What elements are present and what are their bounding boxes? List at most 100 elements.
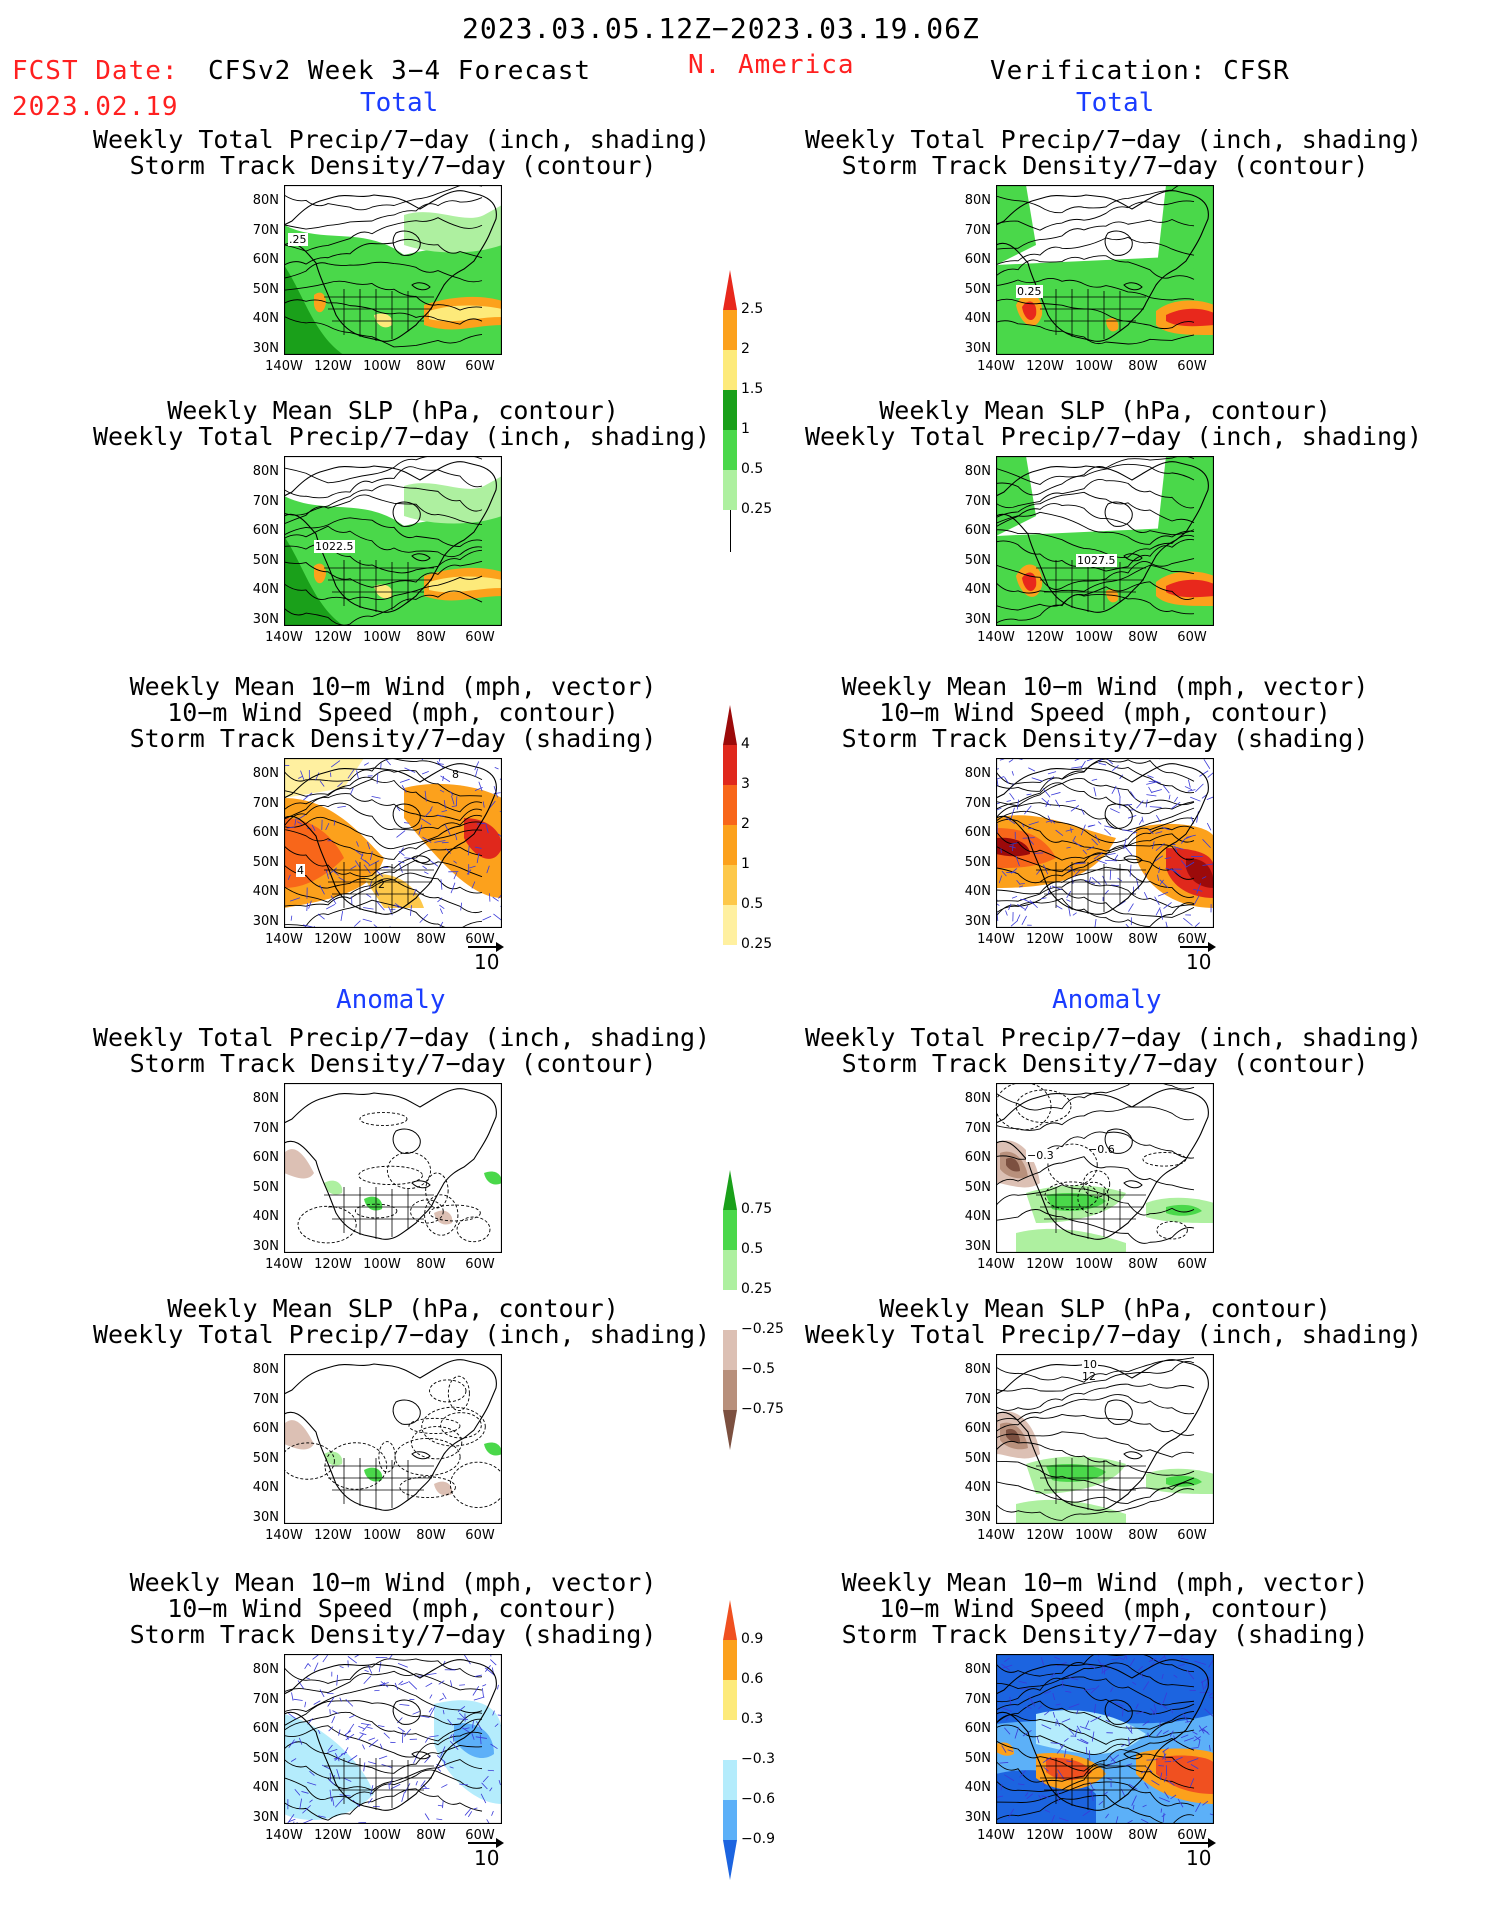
lon-label: 80W	[416, 1528, 446, 1543]
lat-label: 80N	[252, 464, 279, 479]
colorbar-label: 2.5	[741, 301, 764, 317]
colorbar-precip_total	[723, 270, 737, 510]
arrow-head-icon	[1208, 942, 1216, 952]
colorbar-swatch	[723, 705, 737, 745]
colorbar-swatch	[723, 1680, 737, 1720]
contour-label: −0.3	[1026, 1149, 1055, 1162]
lon-label: 60W	[465, 1828, 495, 1843]
fcst-date-label: FCST Date:	[12, 56, 179, 86]
lon-label: 120W	[314, 359, 352, 374]
lat-label: 60N	[964, 1721, 991, 1736]
lon-label: 120W	[314, 1257, 352, 1272]
lat-label: 30N	[252, 913, 279, 929]
lat-label: 30N	[964, 611, 991, 627]
panel-title: Weekly Total Precip/7−day (inch, shading…	[93, 1320, 711, 1349]
lat-label: 70N	[964, 493, 991, 509]
lon-label: 60W	[1177, 932, 1207, 947]
lat-label: 40N	[252, 311, 279, 326]
lon-label: 100W	[1075, 932, 1113, 947]
lon-label: 140W	[265, 932, 303, 947]
lon-label: 120W	[1026, 1528, 1064, 1543]
lon-label: 100W	[1075, 1257, 1113, 1272]
lat-label: 70N	[252, 1120, 279, 1136]
lat-label: 30N	[252, 1809, 279, 1825]
vector-reference-label: 10	[1186, 950, 1212, 974]
arrow-head-icon	[496, 942, 504, 952]
lon-label: 120W	[1026, 359, 1064, 374]
colorbar-swatch	[723, 470, 737, 510]
panel-title: Storm Track Density/7−day (shading)	[129, 724, 657, 753]
lat-label: 70N	[964, 222, 991, 238]
lon-label: 60W	[465, 932, 495, 947]
lon-label: 120W	[1026, 630, 1064, 645]
lat-label: 70N	[252, 1691, 279, 1707]
arrow-head-icon	[496, 1838, 504, 1848]
vector-reference-label: 10	[474, 1846, 500, 1870]
vector-reference-arrow	[1180, 1842, 1214, 1844]
lon-label: 80W	[1128, 1828, 1158, 1843]
lat-label: 30N	[964, 1238, 991, 1254]
lon-label: 120W	[1026, 1257, 1064, 1272]
lat-label: 30N	[964, 1509, 991, 1525]
lat-label: 30N	[252, 1238, 279, 1254]
section-total-left: Total	[360, 88, 439, 118]
lat-label: 50N	[964, 552, 991, 568]
lat-label: 80N	[964, 1091, 991, 1106]
colorbar-label: −0.25	[741, 1321, 784, 1337]
lat-label: 50N	[964, 1450, 991, 1466]
cfsr-anom-wind-storm-svg	[996, 1654, 1214, 1824]
lon-label: 60W	[465, 630, 495, 645]
lat-label: 80N	[252, 1362, 279, 1377]
colorbar-label: 0.9	[741, 1631, 764, 1647]
colorbar-label: 0.5	[741, 896, 764, 912]
lon-label: 140W	[265, 1528, 303, 1543]
lon-label: 120W	[314, 1528, 352, 1543]
lat-label: 70N	[964, 795, 991, 811]
lon-label: 140W	[265, 630, 303, 645]
lon-label: 120W	[314, 932, 352, 947]
lat-label: 80N	[252, 1662, 279, 1677]
colorbar-swatch	[723, 1370, 737, 1410]
lon-label: 120W	[314, 630, 352, 645]
panel-title: Storm Track Density/7−day (shading)	[841, 724, 1369, 753]
lon-label: 100W	[1075, 630, 1113, 645]
contour-label: 4	[296, 864, 305, 877]
lon-label: 80W	[416, 630, 446, 645]
fcst-date-value: 2023.02.19	[12, 92, 179, 122]
colorbar-label: 0.3	[741, 1711, 764, 1727]
lat-label: 40N	[964, 311, 991, 326]
lat-label: 60N	[252, 523, 279, 538]
lon-label: 140W	[977, 359, 1015, 374]
lat-label: 50N	[252, 281, 279, 297]
panel-title: Weekly Mean SLP (hPa, contour)	[879, 396, 1331, 425]
lat-label: 50N	[964, 854, 991, 870]
cfsr-anom-slp-precip-svg	[996, 1354, 1214, 1524]
lon-label: 140W	[265, 1828, 303, 1843]
colorbar-swatch	[723, 905, 737, 945]
panel-title: Weekly Mean 10−m Wind (mph, vector)	[129, 1568, 657, 1597]
lon-label: 140W	[977, 932, 1015, 947]
panel-title: Weekly Mean 10−m Wind (mph, vector)	[841, 1568, 1369, 1597]
lat-label: 70N	[964, 1120, 991, 1136]
lat-label: 60N	[964, 1150, 991, 1165]
colorbar-label: 0.5	[741, 461, 764, 477]
colorbar-swatch	[723, 865, 737, 905]
panel-title: 10−m Wind Speed (mph, contour)	[167, 698, 619, 727]
panel-title: Weekly Mean 10−m Wind (mph, vector)	[129, 672, 657, 701]
colorbar-label: −0.3	[741, 1751, 775, 1767]
lat-label: 30N	[252, 611, 279, 627]
panel-title: Weekly Mean 10−m Wind (mph, vector)	[841, 672, 1369, 701]
lat-label: 30N	[964, 913, 991, 929]
contour-label: −0.6	[1088, 1143, 1115, 1156]
lon-label: 60W	[1177, 1828, 1207, 1843]
panel-title: Weekly Total Precip/7−day (inch, shading…	[805, 1320, 1423, 1349]
colorbar-swatch	[723, 430, 737, 470]
colorbar-swatch	[723, 310, 737, 350]
panel-title: Storm Track Density/7−day (contour)	[841, 1049, 1369, 1078]
lon-label: 80W	[416, 1257, 446, 1272]
lon-label: 100W	[363, 1528, 401, 1543]
fcst-total-precip-storm	[284, 185, 502, 355]
lat-label: 40N	[964, 1480, 991, 1495]
panel-title: Weekly Mean SLP (hPa, contour)	[167, 396, 619, 425]
contour-label: 1022.5	[314, 540, 355, 553]
